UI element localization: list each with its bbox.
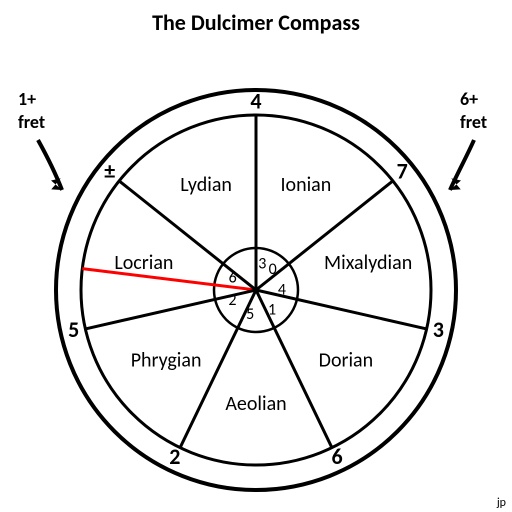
credit: jp — [496, 496, 506, 510]
left-label-1: 1+ — [18, 88, 36, 110]
right-arrow-shaft — [450, 140, 474, 190]
right-label-2: fret — [460, 111, 487, 133]
outer-number: 6 — [332, 443, 343, 470]
inner-number: 2 — [228, 291, 236, 310]
mode-label: Dorian — [319, 348, 374, 372]
mode-label: Mixalydian — [324, 251, 412, 275]
outer-number: ± — [104, 158, 115, 185]
inner-number: 4 — [278, 281, 286, 300]
mode-label: Locrian — [114, 251, 173, 275]
outer-number: 3 — [433, 316, 444, 343]
inner-number: 0 — [269, 260, 277, 279]
mode-label: Lydian — [180, 173, 232, 197]
inner-number: 6 — [229, 268, 237, 287]
title: The Dulcimer Compass — [152, 9, 360, 36]
right-label-1: 6+ — [460, 88, 478, 110]
inner-number: 3 — [258, 255, 266, 274]
left-label-2: fret — [18, 111, 45, 133]
mode-label: Phrygian — [131, 348, 202, 372]
outer-number: 2 — [169, 443, 180, 470]
inner-number: 1 — [268, 300, 276, 319]
inner-number: 5 — [246, 305, 254, 324]
mode-label: Aeolian — [225, 392, 286, 416]
outer-number: 5 — [68, 316, 79, 343]
outer-number: 4 — [250, 87, 261, 114]
left-arrow-shaft — [38, 140, 62, 190]
outer-number: 7 — [397, 158, 408, 185]
mode-label: Ionian — [281, 173, 332, 197]
